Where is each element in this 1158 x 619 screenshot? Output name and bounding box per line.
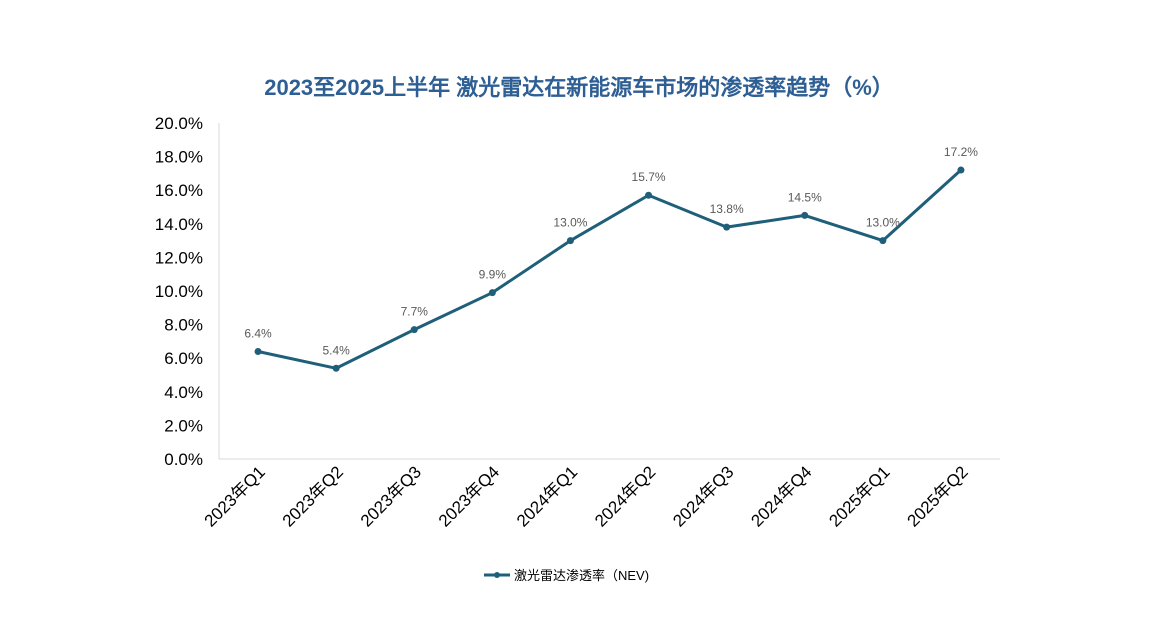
x-tick-label: 2024年Q1 bbox=[513, 462, 581, 530]
data-label: 9.9% bbox=[479, 268, 507, 282]
data-label: 13.0% bbox=[553, 216, 587, 230]
data-label: 17.2% bbox=[944, 145, 978, 159]
y-tick-label: 2.0% bbox=[164, 416, 203, 435]
x-tick-label: 2023年Q3 bbox=[357, 462, 425, 530]
x-tick-label: 2023年Q1 bbox=[201, 462, 269, 530]
y-tick-label: 10.0% bbox=[155, 282, 203, 301]
data-label: 7.7% bbox=[401, 305, 429, 319]
data-point bbox=[410, 326, 418, 334]
series-line bbox=[257, 168, 962, 370]
x-tick-label: 2023年Q2 bbox=[279, 462, 347, 530]
chart-title: 2023至2025上半年 激光雷达在新能源车市场的渗透率趋势（%） bbox=[264, 75, 894, 100]
y-tick-label: 4.0% bbox=[164, 383, 203, 402]
x-tick-label: 2024年Q3 bbox=[669, 462, 737, 530]
x-tick-label: 2023年Q4 bbox=[435, 462, 503, 530]
y-tick-label: 6.0% bbox=[164, 349, 203, 368]
data-point bbox=[957, 166, 965, 174]
data-point bbox=[254, 347, 262, 355]
data-point bbox=[566, 237, 574, 245]
data-label: 13.0% bbox=[866, 216, 900, 230]
x-tick-label: 2025年Q1 bbox=[825, 462, 893, 530]
legend: 激光雷达渗透率（NEV) bbox=[484, 565, 649, 584]
data-point bbox=[645, 191, 653, 199]
x-tick-label: 2024年Q4 bbox=[747, 462, 815, 530]
y-tick-label: 14.0% bbox=[155, 215, 203, 234]
y-tick-label: 20.0% bbox=[155, 114, 203, 133]
data-label: 13.8% bbox=[710, 202, 744, 216]
y-tick-label: 8.0% bbox=[164, 316, 203, 335]
y-tick-label: 16.0% bbox=[155, 181, 203, 200]
data-label: 14.5% bbox=[788, 190, 822, 204]
y-tick-label: 12.0% bbox=[155, 248, 203, 267]
data-point bbox=[488, 289, 496, 297]
y-tick-label: 0.0% bbox=[164, 450, 203, 469]
data-point bbox=[879, 237, 887, 245]
legend-label: 激光雷达渗透率（NEV) bbox=[514, 568, 650, 583]
data-point bbox=[723, 223, 731, 231]
data-label: 15.7% bbox=[632, 170, 666, 184]
data-label: 5.4% bbox=[322, 343, 350, 357]
data-point bbox=[801, 211, 809, 219]
x-tick-label: 2025年Q2 bbox=[904, 462, 972, 530]
data-point bbox=[332, 364, 340, 372]
legend-line-icon bbox=[484, 571, 510, 578]
data-label: 6.4% bbox=[244, 326, 272, 340]
x-tick-label: 2024年Q2 bbox=[591, 462, 659, 530]
y-tick-label: 18.0% bbox=[155, 148, 203, 167]
